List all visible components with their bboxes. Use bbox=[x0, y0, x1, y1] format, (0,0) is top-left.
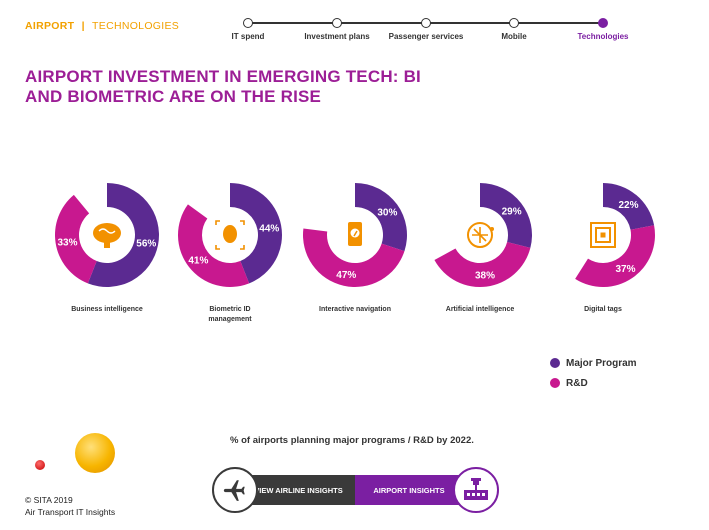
data-label-rd: 37% bbox=[615, 264, 635, 275]
compass-needle bbox=[353, 230, 358, 237]
donut-charts: 56% 33% Business intelligence 44% 41% Biometr… bbox=[54, 183, 655, 323]
data-label-major-program: 30% bbox=[377, 207, 397, 218]
ai-head bbox=[467, 222, 493, 248]
scan-frame bbox=[215, 220, 245, 250]
timeline-step-label[interactable]: IT spend bbox=[231, 32, 265, 41]
category-label: Interactive navigation bbox=[319, 306, 391, 313]
face-shape bbox=[223, 225, 237, 243]
legend-swatch-major bbox=[550, 358, 560, 368]
timeline-step-dot[interactable] bbox=[420, 18, 431, 28]
breadcrumb-section[interactable]: AIRPORT bbox=[25, 20, 75, 32]
timeline-step-dot[interactable] bbox=[508, 18, 519, 28]
data-label-major-program: 29% bbox=[502, 206, 522, 217]
timeline-step-label[interactable]: Technologies bbox=[577, 32, 629, 41]
timeline-step-label[interactable]: Passenger services bbox=[388, 32, 464, 41]
legend-item-major-program: Major Program bbox=[550, 357, 637, 369]
donut-segment-major-program bbox=[480, 183, 533, 248]
donut-segment-major-program bbox=[230, 183, 283, 284]
timeline-step-dot[interactable] bbox=[242, 18, 253, 28]
insights-nav: VIEW AIRLINE INSIGHTS AIRPORT INSIGHTS bbox=[212, 467, 499, 513]
brain-icon bbox=[93, 223, 121, 248]
donut-segment-major-program bbox=[355, 183, 407, 252]
donut-chart: 22% 37% Digital tags bbox=[575, 183, 655, 313]
donut-segment-rd bbox=[575, 225, 655, 287]
donut-chart: 30% 47% Interactive navigation bbox=[302, 183, 407, 313]
data-label-rd: 47% bbox=[336, 270, 356, 281]
category-label: Artificial intelligence bbox=[446, 306, 515, 313]
data-label-rd: 41% bbox=[188, 256, 208, 267]
brain-fold bbox=[98, 228, 116, 234]
donut-segment-rd bbox=[434, 241, 531, 287]
donut-chart: 56% 33% Business intelligence bbox=[54, 183, 159, 313]
breadcrumb: AIRPORT | TECHNOLOGIES bbox=[25, 20, 179, 32]
donut-segment-rd bbox=[178, 204, 250, 287]
airport-terminal-icon[interactable] bbox=[453, 467, 499, 513]
brain-stem bbox=[104, 241, 110, 248]
breadcrumb-subsection[interactable]: TECHNOLOGIES bbox=[92, 20, 180, 32]
timeline-step-dot[interactable] bbox=[597, 18, 608, 28]
airplane-icon[interactable] bbox=[212, 467, 258, 513]
donut-segment-major-program bbox=[603, 183, 655, 230]
timeline-step-label[interactable]: Investment plans bbox=[304, 32, 370, 41]
rfid-tag-icon bbox=[590, 222, 616, 248]
data-label-rd: 38% bbox=[475, 271, 495, 282]
legend-swatch-rd bbox=[550, 378, 560, 388]
data-label-major-program: 44% bbox=[259, 224, 279, 235]
circuit-lines bbox=[472, 227, 488, 243]
publication-name: Air Transport IT Insights bbox=[25, 507, 116, 517]
donut-segment-major-program bbox=[87, 183, 159, 287]
page-title: AIRPORT INVESTMENT IN EMERGING TECH: BI … bbox=[25, 67, 421, 106]
face-scan-icon bbox=[215, 220, 245, 250]
data-label-rd: 33% bbox=[57, 237, 77, 248]
progress-timeline: IT spend Investment plans Passenger servic… bbox=[0, 0, 709, 50]
donut-segment-rd bbox=[54, 194, 97, 284]
category-label: Biometric ID bbox=[209, 306, 250, 313]
decorative-red-sphere bbox=[35, 460, 45, 470]
breadcrumb-separator: | bbox=[81, 20, 85, 32]
category-label: management bbox=[208, 316, 252, 323]
legend-item-rd: R&D bbox=[550, 377, 637, 389]
category-label: Digital tags bbox=[584, 306, 622, 313]
data-label-major-program: 56% bbox=[136, 238, 156, 249]
circuit-node bbox=[490, 227, 494, 231]
tag-chip bbox=[600, 232, 606, 238]
timeline-step-label[interactable]: Mobile bbox=[501, 32, 527, 41]
chart-footnote: % of airports planning major programs / … bbox=[230, 435, 474, 446]
data-label-major-program: 22% bbox=[618, 200, 638, 211]
legend-label-rd: R&D bbox=[566, 377, 588, 389]
timeline-step-dot[interactable] bbox=[331, 18, 342, 28]
decorative-orange-sphere bbox=[75, 433, 115, 473]
tag-outer bbox=[590, 222, 616, 248]
donut-chart: 44% 41% Biometric ID management bbox=[178, 183, 283, 323]
brain-shape bbox=[93, 223, 121, 243]
donut-chart: 29% 38% Artificial intelligence bbox=[434, 183, 533, 313]
category-label: Business intelligence bbox=[71, 306, 143, 313]
copyright-text: © SITA 2019 bbox=[25, 495, 73, 505]
donut-segment-rd bbox=[302, 228, 405, 288]
legend-label-major: Major Program bbox=[566, 357, 637, 369]
legend: Major Program R&D bbox=[550, 357, 637, 397]
ai-circuit-brain-icon bbox=[467, 222, 494, 248]
footer: © SITA 2019 Air Transport IT Insights bbox=[25, 494, 115, 518]
phone-compass-icon bbox=[348, 222, 362, 246]
tag-middle bbox=[595, 227, 611, 243]
